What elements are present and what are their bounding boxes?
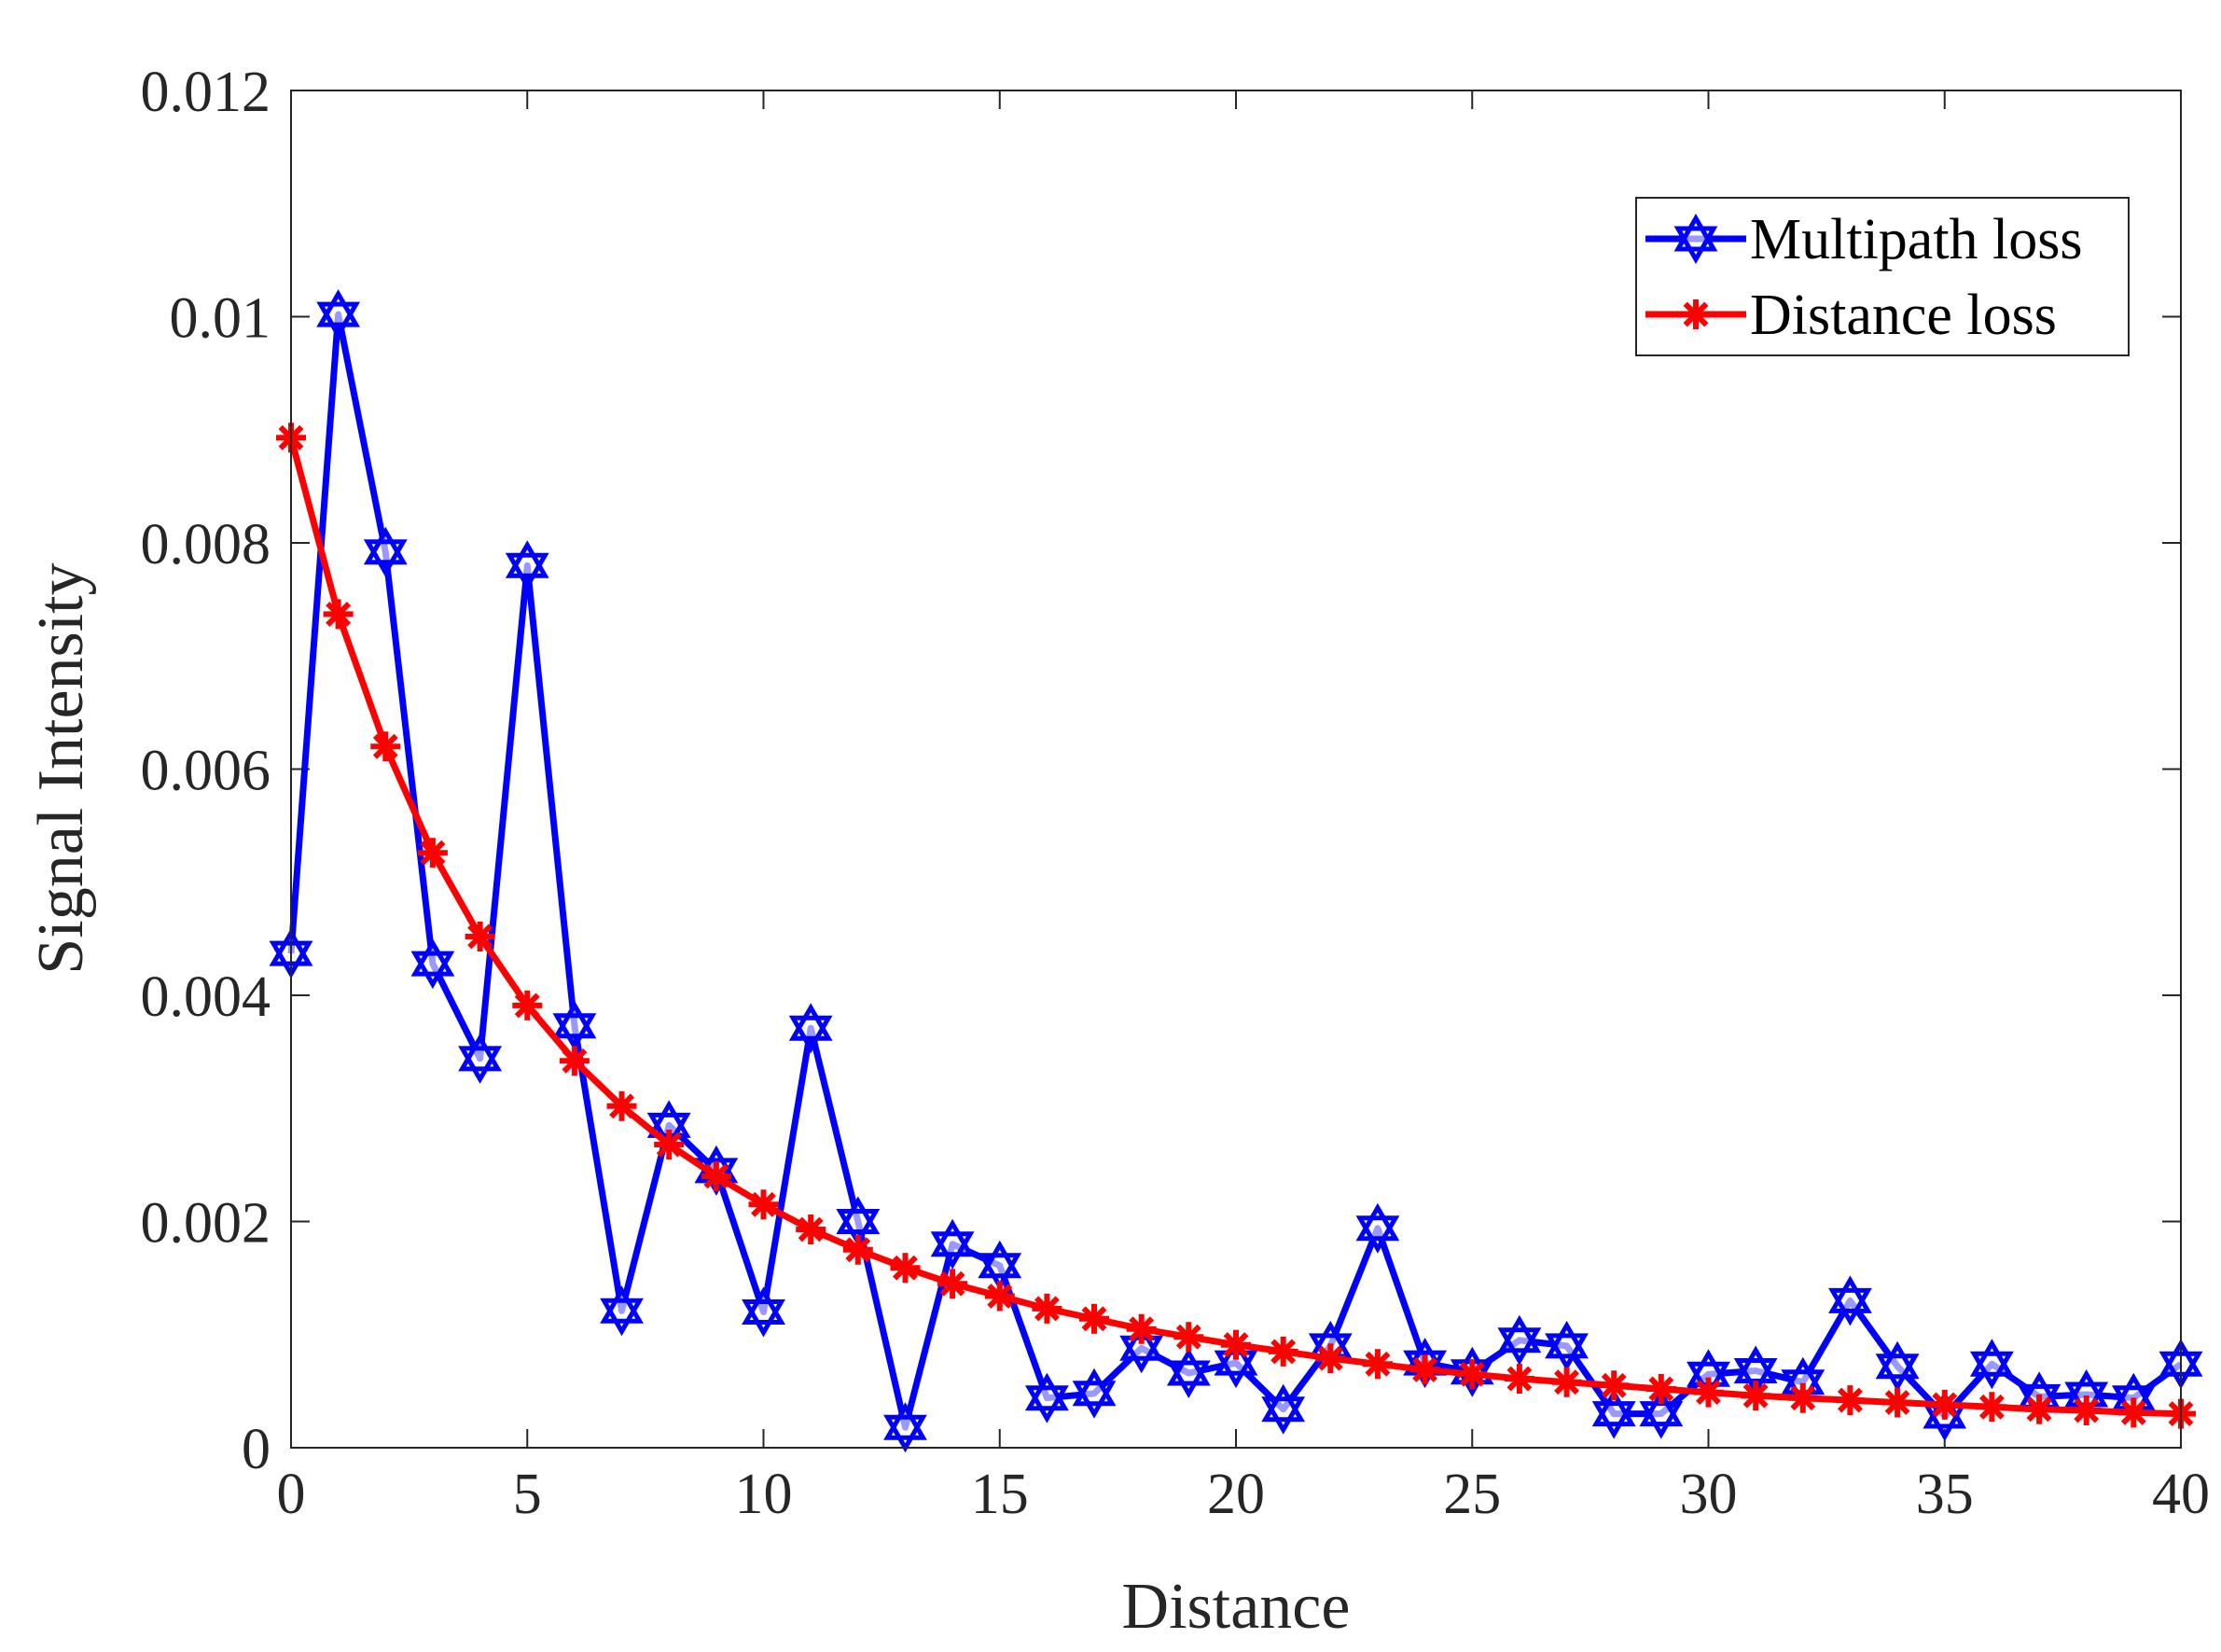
data-point (2024, 1394, 2055, 1424)
data-point (1693, 1377, 1724, 1408)
data-point (323, 599, 354, 630)
data-point (1173, 1322, 1204, 1353)
data-point (552, 1000, 597, 1051)
data-point (1024, 1372, 1069, 1423)
data-point (1545, 1320, 1589, 1371)
data-point (796, 1215, 826, 1244)
legend-entry-distance: Distance loss (1645, 284, 2057, 347)
data-point (316, 289, 361, 340)
data-point (1591, 1388, 1636, 1439)
series-distance-loss (276, 423, 2196, 1429)
data-point (600, 1285, 644, 1337)
data-point (2118, 1397, 2149, 1428)
data-point (1551, 1367, 1582, 1397)
y-tick-label: 0.004 (141, 965, 271, 1029)
data-point (363, 526, 408, 577)
data-point (1315, 1343, 1346, 1374)
x-tick-label: 5 (513, 1463, 542, 1526)
data-point (836, 1196, 881, 1247)
y-tick-label: 0.01 (170, 287, 271, 351)
data-point (748, 1189, 779, 1220)
x-tick-label: 10 (735, 1463, 793, 1526)
data-point (788, 1003, 833, 1054)
data-point (1787, 1382, 1818, 1413)
data-point (1929, 1389, 1960, 1420)
x-tick-label: 40 (2152, 1463, 2210, 1526)
data-point (1835, 1385, 1866, 1416)
data-point (1072, 1367, 1117, 1419)
data-point (930, 1218, 975, 1270)
data-point (937, 1269, 968, 1299)
data-point (1079, 1303, 1109, 1334)
data-point (1875, 1340, 1920, 1392)
data-point (984, 1281, 1015, 1312)
x-tick-label: 25 (1443, 1463, 1501, 1526)
data-point (1409, 1354, 1440, 1385)
y-tick-label: 0 (242, 1418, 271, 1481)
data-point (1977, 1392, 2007, 1423)
data-point (1504, 1364, 1534, 1394)
data-point (1268, 1336, 1298, 1367)
data-point (1497, 1314, 1542, 1366)
legend-entry-multipath: Multipath loss (1645, 208, 2083, 271)
data-point (512, 990, 543, 1020)
x-tick-label: 15 (971, 1463, 1029, 1526)
data-point (654, 1130, 685, 1159)
legend: Multipath loss Distance loss (1635, 197, 2130, 356)
data-point (2071, 1395, 2102, 1425)
x-tick-label: 35 (1916, 1463, 1974, 1526)
data-point (606, 1090, 637, 1121)
data-point (1969, 1339, 2014, 1390)
data-point (1221, 1329, 1251, 1360)
data-point (458, 1033, 503, 1084)
plot-frame (290, 90, 2182, 1449)
y-tick-label: 0.008 (141, 513, 271, 576)
legend-marker-distance (1681, 299, 1711, 329)
legend-label-multipath: Multipath loss (1750, 208, 2083, 271)
data-point (701, 1161, 731, 1191)
data-point (1126, 1313, 1157, 1344)
data-point (1261, 1383, 1306, 1435)
data-point (1741, 1381, 1771, 1411)
data-point (1599, 1370, 1630, 1401)
x-tick-label: 30 (1680, 1463, 1738, 1526)
data-point (1032, 1293, 1062, 1324)
data-point (742, 1286, 785, 1338)
y-tick-label: 0.002 (141, 1192, 271, 1256)
legend-marker-symbol (1681, 299, 1711, 329)
data-point (842, 1234, 873, 1265)
data-point (1645, 1374, 1676, 1404)
legend-box (1635, 197, 2130, 356)
data-point (505, 540, 549, 591)
data-point (1828, 1275, 1872, 1326)
ticks: 0 5 10 15 20 25 30 35 40 0 0.002 0.004 0.006 0.008 0.0… (141, 61, 2211, 1526)
data-point (978, 1240, 1022, 1291)
x-axis-title: Distance (1122, 1571, 1351, 1643)
data-point (465, 922, 495, 951)
y-axis-title: Signal Intensity (25, 562, 97, 974)
y-tick-label: 0.006 (141, 740, 271, 803)
data-point (883, 1402, 927, 1453)
series-layer (269, 289, 2203, 1453)
x-tick-label: 0 (277, 1463, 306, 1526)
data-point (1355, 1202, 1400, 1254)
data-point (1882, 1387, 1913, 1418)
y-tick-label: 0.012 (141, 61, 271, 124)
data-point (559, 1046, 590, 1076)
legend-marker-symbol (1673, 214, 1718, 264)
data-point (890, 1253, 921, 1284)
data-point (1362, 1349, 1393, 1380)
series-multipath-loss (269, 289, 2203, 1453)
data-point (370, 731, 401, 762)
legend-marker-multipath (1673, 214, 1718, 264)
data-point (1457, 1359, 1488, 1390)
data-point (417, 838, 448, 868)
data-point (1166, 1347, 1211, 1399)
data-point (410, 938, 455, 990)
x-tick-label: 20 (1207, 1463, 1265, 1526)
legend-label-distance: Distance loss (1750, 284, 2057, 347)
